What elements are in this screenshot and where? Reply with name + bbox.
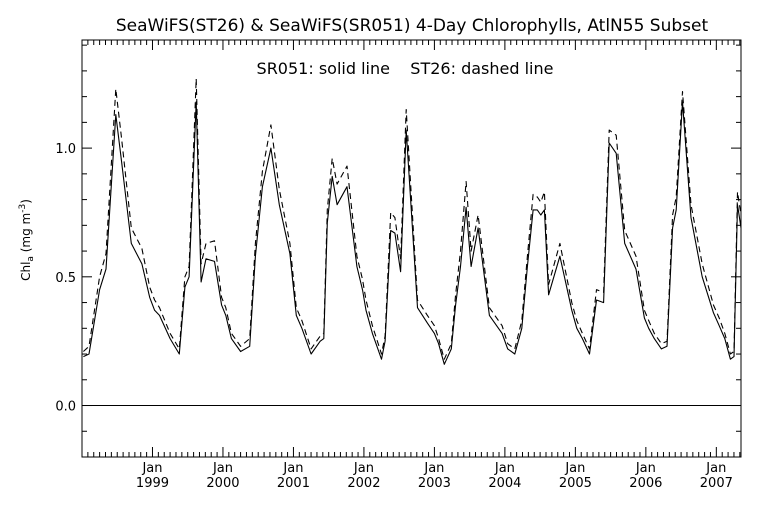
x-month-label: Jan <box>705 461 726 476</box>
y-tick-label: 1.0 <box>55 142 76 157</box>
x-year-label: 2001 <box>277 476 310 491</box>
y-axis-label: Chla (mg m-3) <box>18 199 36 281</box>
x-month-label: Jan <box>423 461 444 476</box>
x-month-label: Jan <box>212 461 233 476</box>
x-year-label: 2000 <box>206 476 239 491</box>
y-axis-label-text: Chla (mg m-3) <box>18 199 36 281</box>
x-year-label: 2003 <box>418 476 451 491</box>
y-axis-label-sub: a <box>26 256 36 262</box>
y-axis-label-base: Chl <box>19 262 33 281</box>
chart-annotation: SR051: solid line ST26: dashed line <box>257 59 554 78</box>
x-month-label: Jan <box>353 461 374 476</box>
y-axis: 0.0 0.5 1.0 <box>55 44 741 458</box>
x-month-label: Jan <box>494 461 515 476</box>
y-tick-label: 0.5 <box>55 271 76 286</box>
x-axis: Jan1999Jan2000Jan2001Jan2002Jan2003Jan20… <box>81 40 741 491</box>
x-year-label: 2002 <box>347 476 380 491</box>
y-axis-label-exp: -3 <box>18 204 28 213</box>
x-year-label: 2005 <box>559 476 592 491</box>
y-tick-label: 0.0 <box>55 400 76 415</box>
x-month-label: Jan <box>282 461 303 476</box>
x-month-label: Jan <box>635 461 656 476</box>
x-year-label: 2004 <box>488 476 521 491</box>
chart-title: SeaWiFS(ST26) & SeaWiFS(SR051) 4-Day Chl… <box>116 16 709 36</box>
x-year-label: 2006 <box>629 476 662 491</box>
series-line-sr051 <box>83 101 742 365</box>
y-axis-label-unit: (mg m <box>19 213 33 256</box>
x-year-label: 2007 <box>700 476 733 491</box>
x-month-label: Jan <box>564 461 585 476</box>
plot-frame <box>81 39 742 458</box>
plot-area <box>82 78 742 407</box>
x-year-label: 1999 <box>136 476 169 491</box>
x-month-label: Jan <box>141 461 162 476</box>
y-axis-label-close: ) <box>19 199 33 204</box>
series-line-st26 <box>83 78 742 360</box>
